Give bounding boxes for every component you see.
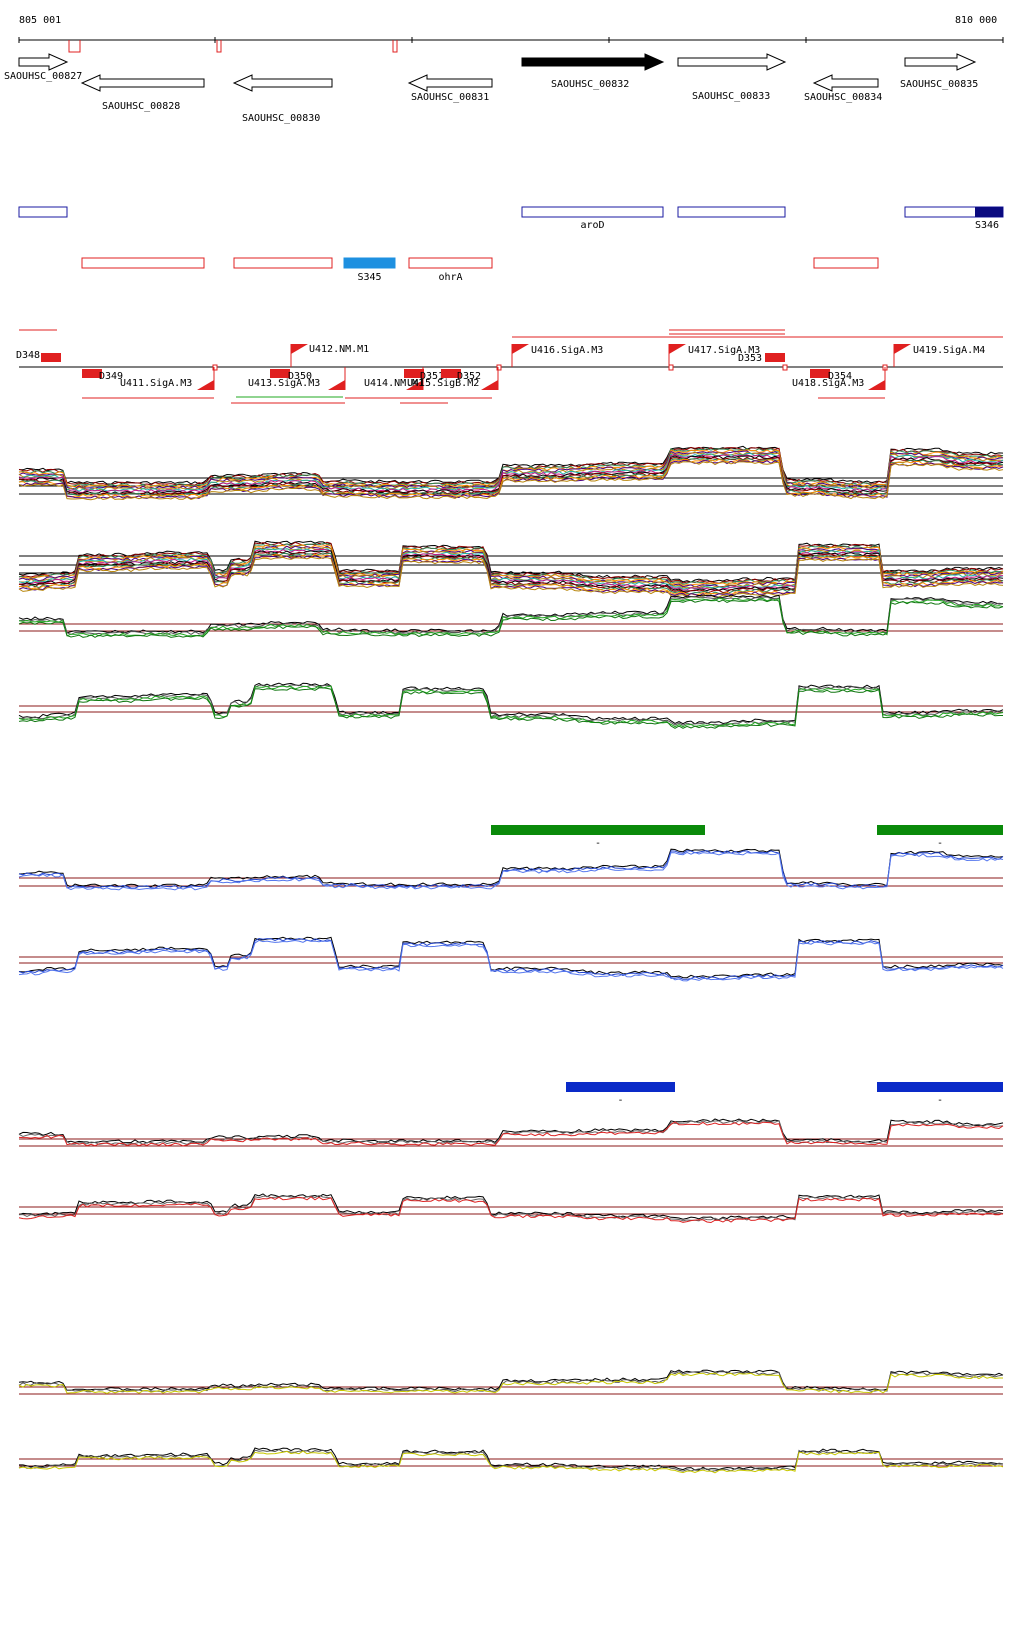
expression-series <box>19 1196 1003 1221</box>
track-multi-plus <box>19 446 1003 499</box>
promoter-label: D348 <box>16 350 40 361</box>
gene-label: SAOUHSC_00832 <box>551 79 629 90</box>
gene-label: SAOUHSC_00828 <box>102 101 180 112</box>
minus-feature-track: S345 ohrA <box>82 258 878 283</box>
track-yellow-minus <box>19 1448 1003 1473</box>
expression-series <box>19 851 1003 889</box>
ruler-end-label: 810 000 <box>955 15 997 26</box>
gene-label: SAOUHSC_00830 <box>242 113 320 124</box>
track-multi-minus <box>19 541 1003 597</box>
plus-feature-label: aroD <box>580 220 604 231</box>
track-blue-minus <box>19 937 1003 981</box>
expression-series <box>19 939 1003 980</box>
ruler-start-label: 805 001 <box>19 15 61 26</box>
gene-arrow <box>678 54 785 70</box>
condition-bar <box>877 825 1003 835</box>
promoter-label: D353 <box>738 353 762 364</box>
gene-arrow <box>522 54 663 70</box>
minus-feature-box <box>82 258 204 268</box>
plus-feature-box <box>522 207 663 217</box>
coordinate-ruler: 805 001 810 000 <box>19 15 1003 52</box>
minus-feature-label: ohrA <box>438 272 462 283</box>
gene-arrow <box>905 54 975 70</box>
promoter-flag <box>512 344 529 354</box>
expression-series <box>19 598 1003 636</box>
promoter-flag <box>291 344 308 354</box>
plus-feature-box <box>19 207 67 217</box>
plus-feature-fill <box>975 207 1003 217</box>
promoter-label: U418.SigA.M3 <box>792 378 864 389</box>
dna-site <box>41 353 61 362</box>
promoter-label: U411.SigA.M3 <box>120 378 192 389</box>
expression-series <box>19 456 1003 494</box>
dna-site <box>765 353 785 362</box>
condition-bar-label: - <box>937 838 943 849</box>
gene-label: SAOUHSC_00827 <box>4 71 82 82</box>
expression-series <box>19 1450 1003 1472</box>
promoter-label: U419.SigA.M4 <box>913 345 985 356</box>
minus-feature-box <box>234 258 332 268</box>
promoter-flag <box>868 380 885 390</box>
plus-feature-label: S346 <box>975 220 999 231</box>
expression-tracks <box>19 446 1003 1473</box>
promoter-flag <box>197 380 214 390</box>
promoter-label: U416.SigA.M3 <box>531 345 603 356</box>
track-blue-plus <box>19 849 1003 890</box>
condition-bars: - - - - <box>491 825 1003 1106</box>
plus-feature-box <box>678 207 785 217</box>
terminator-mark <box>217 40 221 52</box>
condition-bar <box>877 1082 1003 1092</box>
expression-series <box>19 597 1003 635</box>
dna-site <box>270 369 290 378</box>
minus-feature-label: S345 <box>357 272 381 283</box>
gene-arrow <box>19 54 67 70</box>
promoter-label: U412.NM.M1 <box>309 344 369 355</box>
minus-feature-box <box>409 258 492 268</box>
condition-bar <box>491 825 705 835</box>
expression-series <box>19 685 1003 725</box>
promoter-flag <box>669 344 686 354</box>
condition-bar <box>566 1082 675 1092</box>
condition-bar-label: - <box>595 838 601 849</box>
track-green-plus <box>19 595 1003 637</box>
track-green-minus <box>19 683 1003 728</box>
gene-label: SAOUHSC_00834 <box>804 92 882 103</box>
gene-label: SAOUHSC_00833 <box>692 91 770 102</box>
expression-series <box>19 451 1003 489</box>
promoter-flag <box>894 344 911 354</box>
gene-track: SAOUHSC_00827 SAOUHSC_00828 SAOUHSC_00830 S… <box>4 54 978 124</box>
condition-bar-label: - <box>617 1095 623 1106</box>
expression-series <box>19 940 1003 981</box>
dna-site <box>810 369 830 378</box>
gene-label: SAOUHSC_00835 <box>900 79 978 90</box>
minus-feature-box <box>814 258 878 268</box>
expression-series <box>19 1372 1003 1392</box>
condition-bar-label: - <box>937 1095 943 1106</box>
track-red-minus <box>19 1194 1003 1223</box>
terminator-mark <box>783 365 787 370</box>
gene-arrow <box>814 75 878 91</box>
gene-label: SAOUHSC_00831 <box>411 92 489 103</box>
gene-arrow <box>234 75 332 91</box>
promoter-flag <box>481 380 498 390</box>
expression-series <box>19 447 1003 485</box>
expression-series <box>19 595 1003 633</box>
gene-arrow <box>409 75 492 91</box>
plus-feature-track: aroD S346 <box>19 207 1003 231</box>
expression-series <box>19 849 1003 887</box>
promoter-label: U413.SigA.M3 <box>248 378 320 389</box>
promoter-label: D352 <box>457 371 481 382</box>
track-yellow-plus <box>19 1370 1003 1394</box>
minus-feature-box <box>344 258 395 268</box>
track-red-plus <box>19 1119 1003 1146</box>
terminator-mark <box>69 40 80 52</box>
promoter-flag <box>328 380 345 390</box>
gene-arrow <box>82 75 204 91</box>
terminator-mark <box>669 365 673 370</box>
terminator-mark <box>393 40 397 52</box>
